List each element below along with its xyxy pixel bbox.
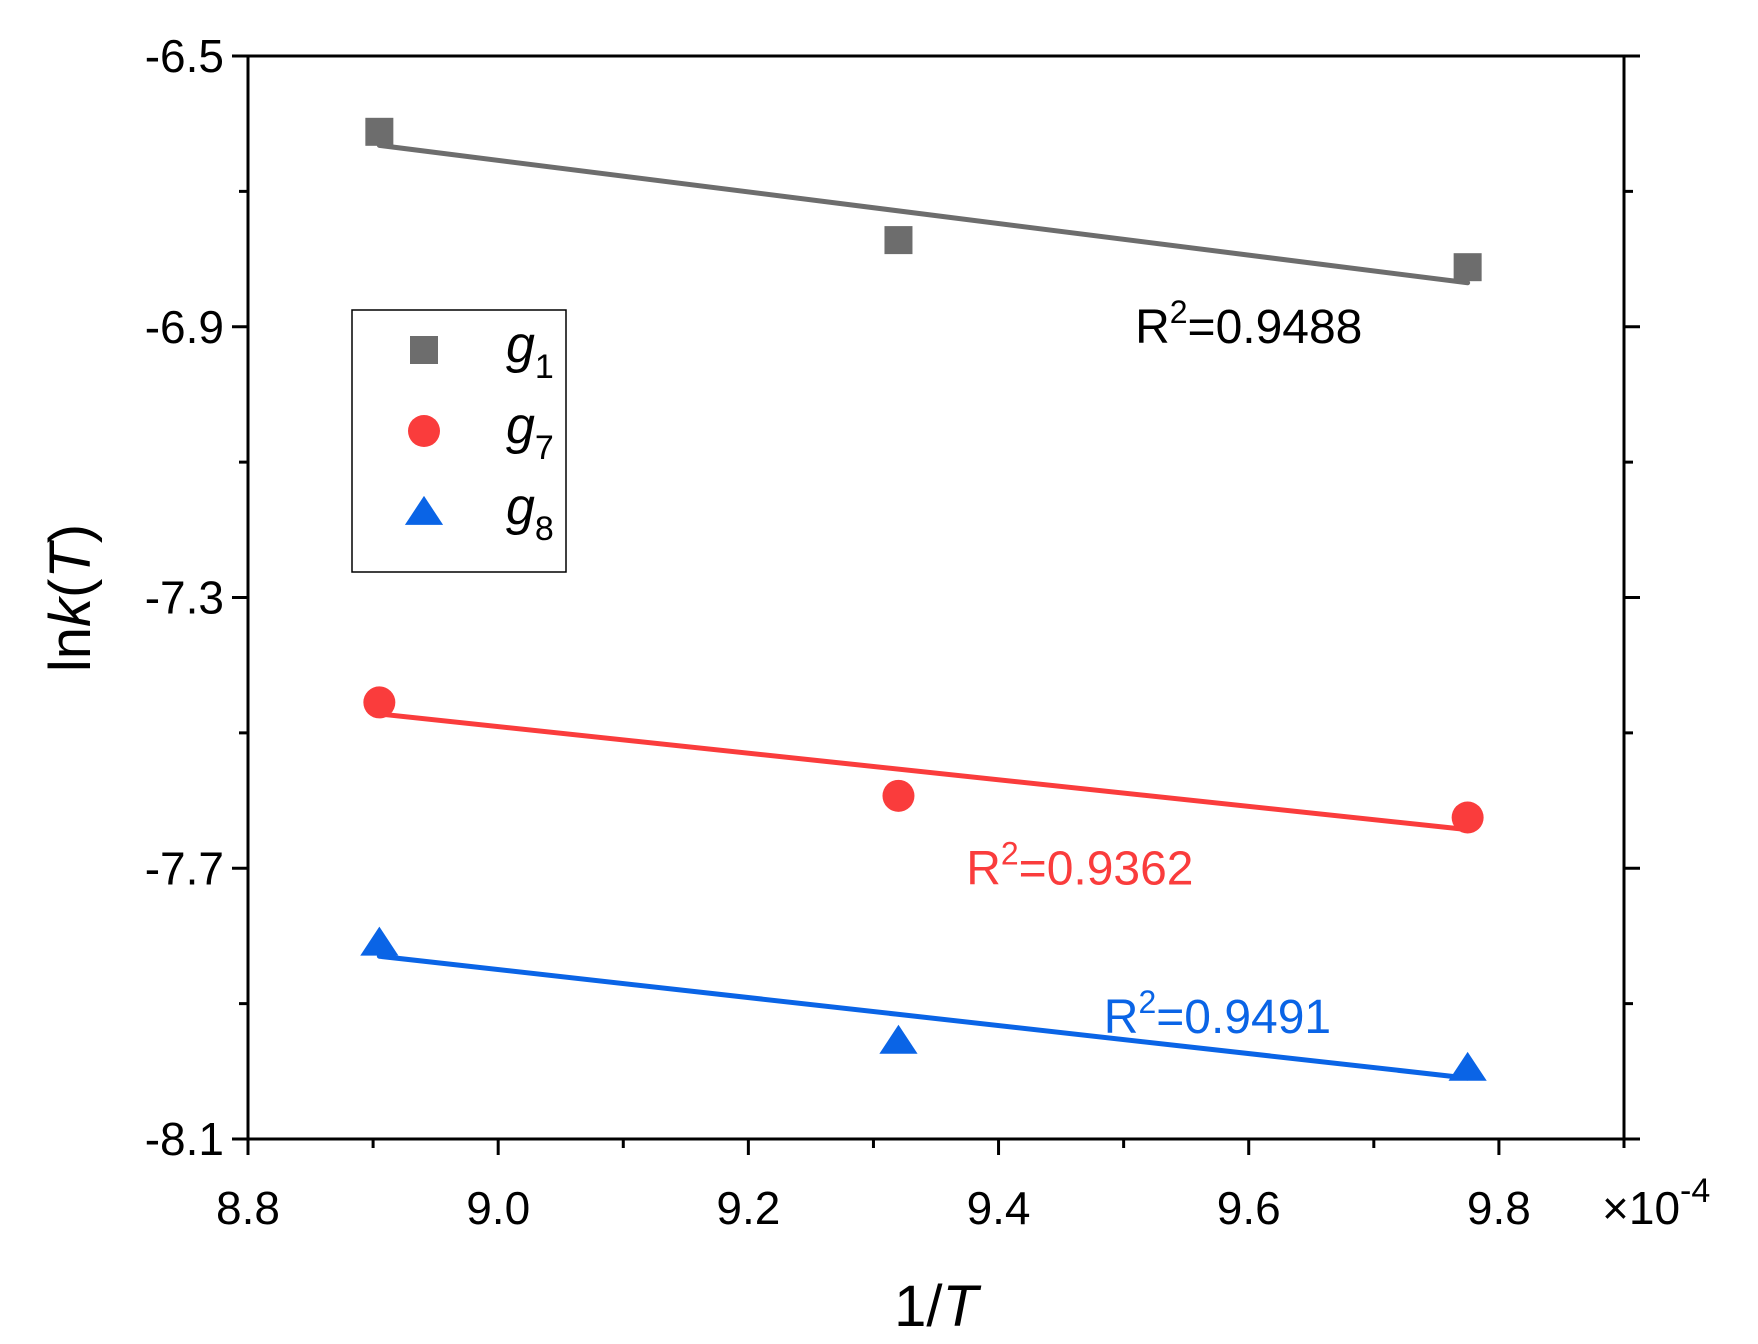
x-tick-label: 9.2 xyxy=(716,1182,780,1234)
x-tick-label: 9.4 xyxy=(967,1182,1031,1234)
fit-line-g8 xyxy=(376,953,1471,1081)
x-tick-label: 9.8 xyxy=(1467,1182,1531,1234)
y-tick-label: -6.5 xyxy=(145,30,224,82)
legend-label-g7: g7 xyxy=(506,397,554,467)
plot-frame xyxy=(246,54,1626,1141)
data-point-g8 xyxy=(879,1024,918,1054)
data-point-g7 xyxy=(882,779,915,812)
legend-marker-g1 xyxy=(410,336,438,364)
data-point-g8 xyxy=(1448,1051,1487,1081)
r2-label-g8: R2=0.9491 xyxy=(1104,984,1331,1044)
legend: g1 g7 g8 xyxy=(351,309,567,573)
data-point-g1 xyxy=(1453,253,1482,282)
x-tick-labels: 8.8 9.0 9.2 9.4 9.6 9.8 xyxy=(216,1182,1531,1234)
y-tick-label: -7.7 xyxy=(145,842,224,894)
axis-ticks xyxy=(232,54,1640,1155)
y-tick-label: -6.9 xyxy=(145,301,224,353)
x-tick-label: 9.6 xyxy=(1217,1182,1281,1234)
y-axis-title: lnk(T) xyxy=(38,524,103,672)
fit-line-g7 xyxy=(376,711,1471,833)
legend-label-g8: g8 xyxy=(506,478,554,548)
fit-line-g1 xyxy=(376,142,1471,286)
legend-marker-g7 xyxy=(408,415,440,447)
x-tick-label: 9.0 xyxy=(466,1182,530,1234)
x-tick-label: 8.8 xyxy=(216,1182,280,1234)
r2-annotations: R2=0.9488 R2=0.9362 R2=0.9491 xyxy=(966,294,1362,1044)
y-tick-label: -8.1 xyxy=(145,1113,224,1165)
data-point-g7 xyxy=(363,686,396,719)
r2-label-g7: R2=0.9362 xyxy=(966,835,1193,895)
legend-marker-g8 xyxy=(404,495,444,525)
y-tick-labels: -6.5 -6.9 -7.3 -7.7 -8.1 xyxy=(145,30,224,1165)
x-axis-title: 1/T xyxy=(894,1274,981,1339)
fit-lines xyxy=(376,142,1471,1081)
data-points xyxy=(360,117,1487,1081)
x-multiplier: ×10-4 xyxy=(1602,1172,1710,1234)
legend-label-g1: g1 xyxy=(506,316,554,386)
data-point-g7 xyxy=(1451,801,1484,834)
legend-items: g1 g7 g8 xyxy=(404,316,554,548)
legend-box xyxy=(351,309,567,573)
data-point-g1 xyxy=(365,117,394,146)
r2-label-g1: R2=0.9488 xyxy=(1135,294,1362,354)
data-point-g8 xyxy=(360,926,399,956)
y-tick-label: -7.3 xyxy=(145,572,224,624)
data-point-g1 xyxy=(884,226,913,255)
